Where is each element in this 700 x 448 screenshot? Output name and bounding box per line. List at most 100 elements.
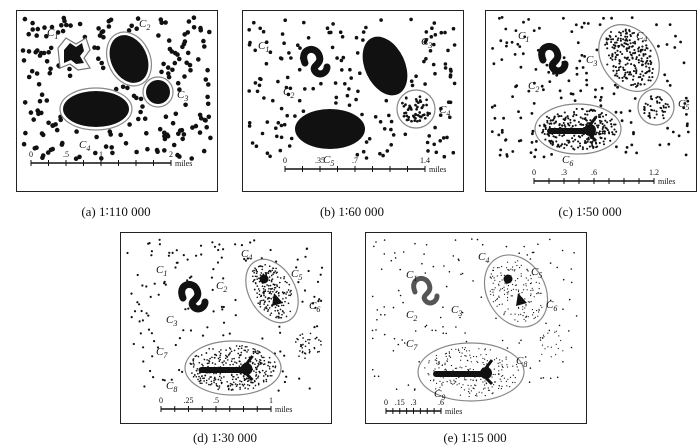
data-point	[377, 375, 380, 378]
cluster-point	[611, 38, 615, 41]
data-point	[60, 28, 66, 34]
cluster-point	[192, 360, 195, 362]
cluster-point	[254, 281, 257, 284]
cluster-halo	[598, 24, 660, 92]
cluster-point	[257, 350, 259, 352]
scale-unit-label: miles	[175, 159, 192, 168]
cluster-point	[265, 306, 268, 308]
cluster-point	[539, 339, 541, 341]
cluster-point	[598, 130, 601, 133]
cluster-point	[611, 133, 614, 136]
cluster-point	[613, 128, 616, 131]
data-point	[196, 57, 201, 62]
cluster-point	[503, 312, 505, 314]
data-point	[284, 85, 289, 90]
cluster-point	[514, 284, 516, 286]
data-point	[424, 38, 428, 42]
cluster-point	[267, 296, 270, 299]
cluster-point	[272, 273, 274, 276]
cluster-point	[272, 267, 275, 270]
cluster-point	[492, 275, 494, 277]
data-point	[142, 346, 145, 349]
data-point	[67, 66, 72, 72]
cluster-label: C3	[421, 36, 432, 50]
cluster-point	[464, 347, 466, 349]
cluster-point	[514, 377, 516, 379]
cluster-label: C3	[166, 314, 177, 328]
core-branch	[484, 359, 494, 386]
cluster-point	[445, 352, 448, 354]
data-point	[279, 350, 282, 353]
cluster-point	[302, 343, 304, 346]
cluster-point	[267, 284, 270, 287]
cluster-point	[268, 367, 271, 370]
cluster-point	[220, 382, 223, 385]
cluster-point	[623, 73, 627, 76]
data-point	[392, 306, 395, 309]
cluster-point	[630, 84, 633, 87]
data-point	[492, 62, 496, 66]
cluster-point	[276, 285, 279, 288]
cluster-point	[441, 383, 443, 385]
data-point	[255, 89, 260, 94]
data-point	[279, 106, 284, 111]
cluster-point	[623, 56, 626, 59]
cluster-label: C2	[406, 309, 417, 323]
data-point	[441, 136, 446, 140]
cluster-point	[608, 132, 611, 135]
data-point	[286, 92, 291, 97]
cluster-point	[270, 312, 273, 315]
cluster-point	[490, 273, 492, 275]
cluster-point	[309, 350, 311, 353]
cluster-point	[594, 141, 598, 144]
data-point	[445, 285, 448, 288]
data-point	[49, 24, 55, 30]
scale-tick-label: .7	[352, 156, 358, 165]
cluster-point	[449, 379, 451, 381]
scale-unit-label: miles	[445, 407, 462, 416]
data-point	[379, 18, 383, 22]
cluster-point	[612, 64, 615, 68]
data-point	[354, 97, 358, 102]
cluster-point	[304, 352, 307, 355]
cluster-point	[219, 372, 222, 375]
cluster-point	[625, 31, 628, 34]
cluster-point	[242, 384, 245, 387]
data-point	[542, 377, 545, 379]
cluster-point	[208, 347, 211, 350]
data-point	[529, 258, 532, 260]
cluster-point	[529, 283, 532, 285]
cluster-point	[523, 289, 525, 291]
data-point	[493, 116, 497, 120]
data-point	[446, 100, 451, 104]
cluster-point	[504, 282, 506, 284]
data-point	[526, 254, 529, 256]
cluster-point	[255, 373, 258, 376]
data-point	[193, 123, 199, 129]
data-point	[380, 313, 382, 316]
data-point	[161, 61, 166, 67]
cluster-point	[264, 263, 267, 266]
cluster-label: C2	[139, 18, 150, 32]
data-point	[252, 20, 256, 25]
data-point	[433, 125, 437, 130]
cluster-point	[481, 392, 483, 394]
cluster-point	[609, 119, 612, 122]
data-point	[545, 322, 547, 325]
data-point	[145, 146, 150, 152]
cluster-point	[643, 107, 646, 110]
cluster-point	[410, 119, 413, 123]
cluster-point	[274, 365, 277, 368]
cluster-point	[508, 269, 510, 271]
data-point	[459, 316, 461, 319]
data-point	[409, 79, 414, 83]
cluster-point	[610, 123, 613, 126]
cluster-point	[235, 385, 238, 388]
cluster-point	[287, 289, 290, 291]
cluster-point	[507, 285, 509, 287]
data-point	[317, 300, 320, 303]
cluster-label: C4	[241, 248, 252, 262]
data-point	[212, 310, 215, 313]
cluster-point	[275, 272, 278, 274]
